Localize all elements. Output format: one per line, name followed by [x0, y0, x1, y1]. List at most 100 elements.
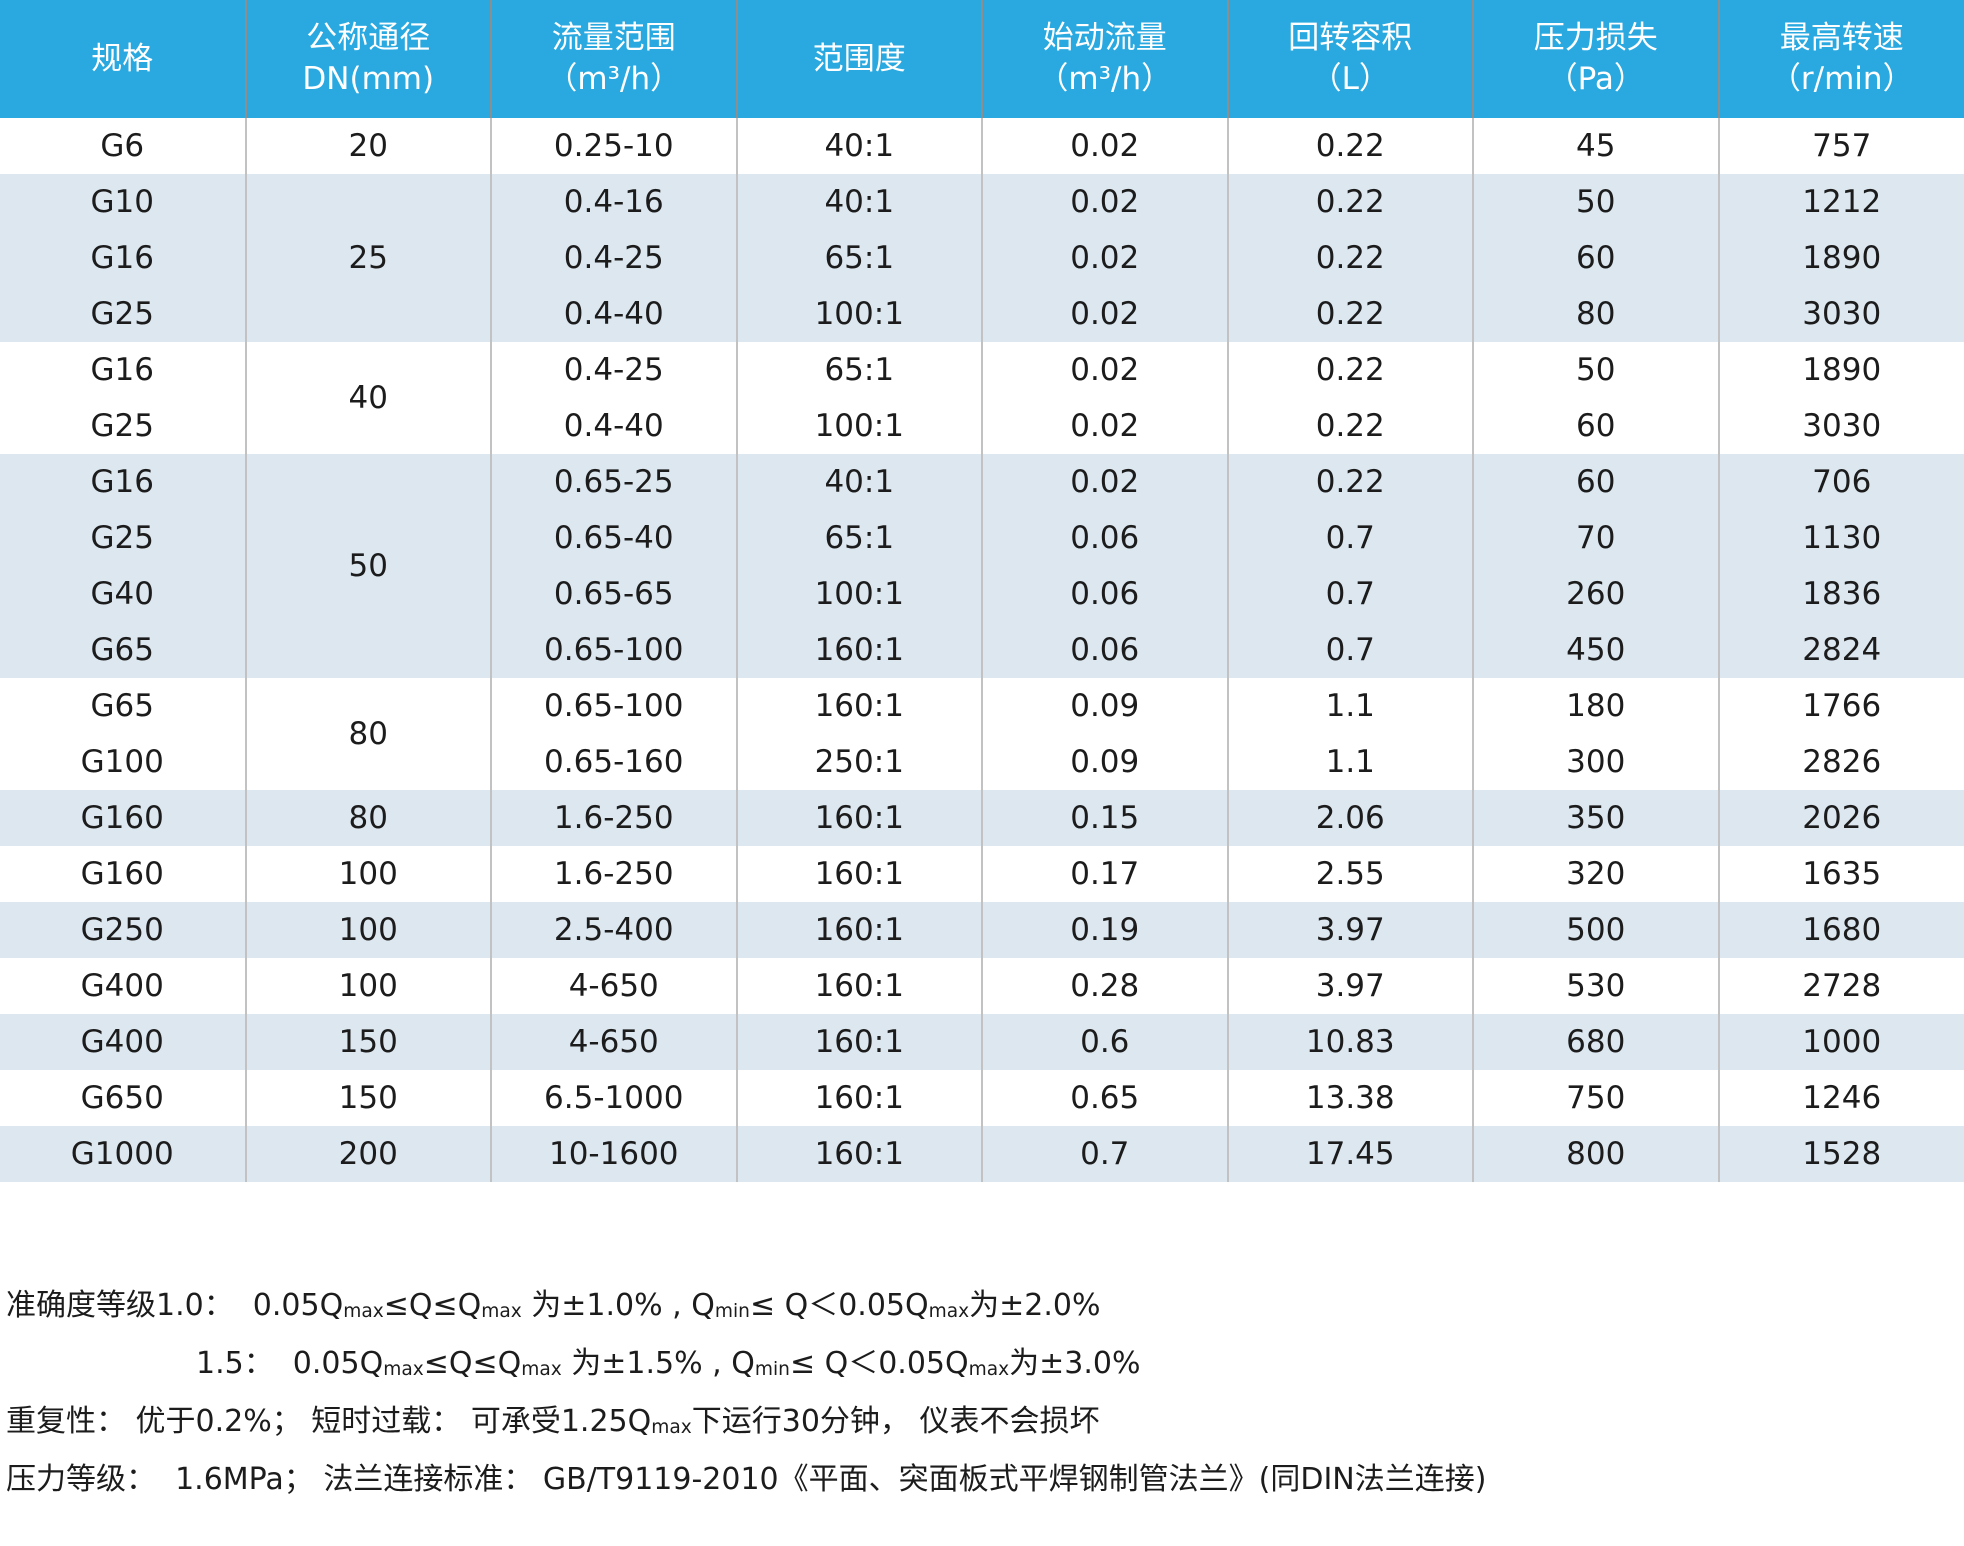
flow-range-cell: 0.4-25: [491, 230, 738, 286]
note-text: ≤ Q＜0.05Q: [749, 1288, 929, 1323]
flow-range-cell: 2.5-400: [491, 902, 738, 958]
dn-cell: 80: [245, 790, 492, 846]
dn-cell: 50: [245, 454, 492, 678]
table-row: G400 150 4-650 160:1 0.6 10.83 680 1000: [0, 1014, 1964, 1070]
pressure-loss-cell: 320: [1473, 846, 1720, 902]
spec-cell: G400: [0, 1014, 247, 1070]
rotary-volume-cell: 0.22: [1227, 342, 1474, 398]
note-text: 为±1.0% , Q: [521, 1288, 715, 1323]
spec-cell: G16: [0, 454, 247, 510]
pressure-loss-cell: 300: [1473, 734, 1720, 790]
spec-table-header: 规格 公称通径 DN(mm) 流量范围 （m³/h） 范围度 始动流量 （m³/h） 回转容积 （…: [0, 0, 1964, 118]
rangeability-cell: 250:1: [736, 734, 983, 790]
rotary-volume-cell: 3.97: [1227, 958, 1474, 1014]
start-flow-cell: 0.06: [982, 622, 1229, 678]
table-row: G65 80 0.65-100 160:1 0.09 1.1 180 1766: [0, 678, 1964, 790]
spec-cell: G65: [0, 622, 247, 678]
pressure-loss-cell: 60: [1473, 230, 1720, 286]
max-speed-cell: 3030: [1718, 398, 1964, 454]
spec-cell: G160: [0, 790, 247, 846]
table-row: G400 100 4-650 160:1 0.28 3.97 530 2728: [0, 958, 1964, 1014]
table-row: G1000 200 10-1600 160:1 0.7 17.45 800 1528: [0, 1126, 1964, 1182]
max-speed-cell: 2728: [1718, 958, 1964, 1014]
start-flow-cell: 0.02: [982, 398, 1229, 454]
flow-range-cell: 0.4-25: [491, 342, 738, 398]
start-flow-cell: 0.28: [982, 958, 1229, 1014]
pressure-loss-cell: 350: [1473, 790, 1720, 846]
spec-cell: G1000: [0, 1126, 247, 1182]
rangeability-cell: 100:1: [736, 566, 983, 622]
start-flow-cell: 0.09: [982, 678, 1229, 734]
flow-range-cell: 1.6-250: [491, 846, 738, 902]
rotary-volume-cell: 17.45: [1227, 1126, 1474, 1182]
rotary-volume-cell: 1.1: [1227, 734, 1474, 790]
dn-cell: 100: [245, 958, 492, 1014]
pressure-loss-cell: 750: [1473, 1070, 1720, 1126]
start-flow-cell: 0.02: [982, 454, 1229, 510]
note-subscript: max: [928, 1301, 970, 1323]
pressure-loss-cell: 70: [1473, 510, 1720, 566]
rangeability-cell: 40:1: [736, 454, 983, 510]
rotary-volume-cell: 10.83: [1227, 1014, 1474, 1070]
column-header-line: （m³/h）: [546, 61, 682, 97]
header-row: 规格 公称通径 DN(mm) 流量范围 （m³/h） 范围度 始动流量 （m³/h） 回转容积 （…: [0, 0, 1964, 118]
rotary-volume-cell: 13.38: [1227, 1070, 1474, 1126]
start-flow-cell: 0.09: [982, 734, 1229, 790]
rangeability-cell: 160:1: [736, 790, 983, 846]
flow-range-cell: 0.65-100: [491, 622, 738, 678]
column-header-line: DN(mm): [302, 61, 435, 97]
note-text: 下运行30分钟， 仪表不会损坏: [691, 1404, 1100, 1439]
rangeability-cell: 160:1: [736, 1126, 983, 1182]
spec-cell: G10: [0, 174, 247, 230]
pressure-loss-cell: 450: [1473, 622, 1720, 678]
note-subscript: max: [481, 1301, 522, 1323]
rotary-volume-cell: 0.22: [1227, 174, 1474, 230]
rotary-volume-cell: 0.22: [1227, 118, 1474, 174]
note-text: 为±1.5% , Q: [561, 1346, 755, 1381]
flow-range-cell: 0.65-40: [491, 510, 738, 566]
spec-cell: G650: [0, 1070, 247, 1126]
rotary-volume-cell: 2.06: [1227, 790, 1474, 846]
column-header-line: 最高转速: [1779, 20, 1904, 57]
spec-cell: G160: [0, 846, 247, 902]
start-flow-cell: 0.15: [982, 790, 1229, 846]
dn-cell: 20: [245, 118, 492, 174]
rangeability-cell: 40:1: [736, 174, 983, 230]
note-text: ≤Q≤Q: [383, 1288, 482, 1323]
note-subscript: max: [651, 1417, 692, 1439]
flow-range-cell: 0.4-40: [491, 286, 738, 342]
spec-cell: G40: [0, 566, 247, 622]
pressure-loss-cell: 45: [1473, 118, 1720, 174]
rotary-volume-cell: 0.7: [1227, 566, 1474, 622]
max-speed-cell: 3030: [1718, 286, 1964, 342]
max-speed-cell: 1766: [1718, 678, 1964, 734]
dn-cell: 150: [245, 1070, 492, 1126]
max-speed-cell: 1000: [1718, 1014, 1964, 1070]
pressure-loss-cell: 60: [1473, 398, 1720, 454]
dn-cell: 25: [245, 174, 492, 342]
max-speed-cell: 2026: [1718, 790, 1964, 846]
max-speed-cell: 1890: [1718, 342, 1964, 398]
table-row: G40 0.65-65 100:1 0.06 0.7 260 1836: [0, 566, 1964, 622]
rotary-volume-cell: 0.22: [1227, 454, 1474, 510]
rangeability-cell: 160:1: [736, 678, 983, 734]
spec-cell: G16: [0, 230, 247, 286]
column-header-loss: 压力损失 （Pa）: [1473, 0, 1720, 118]
flow-meter-spec-sheet: 规格 公称通径 DN(mm) 流量范围 （m³/h） 范围度 始动流量 （m³/h） 回转容积 （…: [0, 0, 1964, 1497]
flow-range-cell: 0.65-100: [491, 678, 738, 734]
flow-range-cell: 0.4-40: [491, 398, 738, 454]
table-row: G160 80 1.6-250 160:1 0.15 2.06 350 2026: [0, 790, 1964, 846]
table-row: G16 50 0.65-25 40:1 0.02 0.22 60 706: [0, 454, 1964, 678]
flow-range-cell: 10-1600: [491, 1126, 738, 1182]
column-header-line: （r/min）: [1769, 61, 1914, 97]
start-flow-cell: 0.19: [982, 902, 1229, 958]
flow-range-cell: 4-650: [491, 958, 738, 1014]
start-flow-cell: 0.06: [982, 566, 1229, 622]
spec-cell: G25: [0, 510, 247, 566]
start-flow-cell: 0.02: [982, 174, 1229, 230]
note-text: ≤Q≤Q: [423, 1346, 522, 1381]
table-row: G100 0.65-160 250:1 0.09 1.1 300 2826: [0, 734, 1964, 790]
flow-range-cell: 4-650: [491, 1014, 738, 1070]
rangeability-cell: 65:1: [736, 510, 983, 566]
table-row: G650 150 6.5-1000 160:1 0.65 13.38 750 1246: [0, 1070, 1964, 1126]
